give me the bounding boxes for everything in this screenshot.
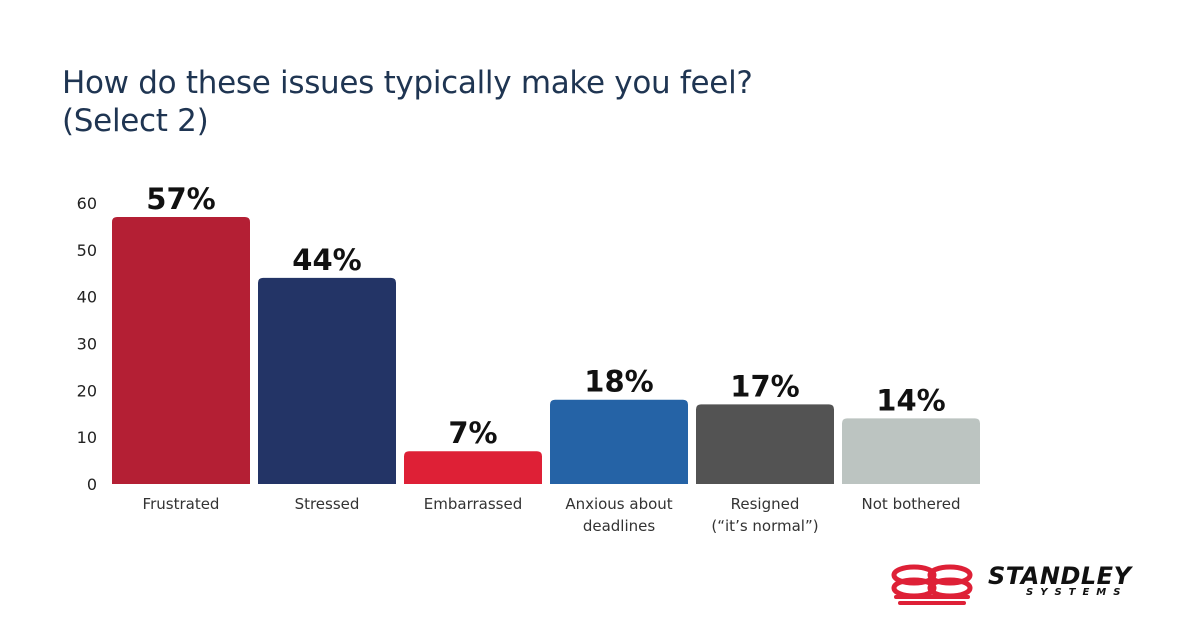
bar [404,451,542,484]
standley-logo-mark-icon [891,564,973,605]
chart-title-line-1: How do these issues typically make you f… [62,65,753,101]
data-label: 18% [584,365,653,399]
data-label: 17% [730,369,799,403]
x-tick-label: Resigned (“it’s normal”) [711,495,818,535]
data-label: 7% [448,416,497,450]
y-tick-label: 20 [77,381,97,400]
x-tick-label: Stressed [295,495,360,513]
x-tick-label: Frustrated [143,495,220,513]
x-tick-label: Embarrassed [424,495,522,513]
bar [842,418,980,484]
logo-wordmark: STANDLEY [988,562,1132,590]
x-tick-label: Anxious about deadlines [565,495,672,535]
y-tick-label: 50 [77,241,97,260]
data-label: 14% [876,383,945,417]
y-tick-label: 0 [87,475,97,494]
y-tick-label: 60 [77,194,97,213]
bar [696,404,834,484]
x-tick-label: Not bothered [862,495,961,513]
bar [550,399,688,484]
chart-title-line-2: (Select 2) [62,103,209,139]
bar [112,217,250,485]
chart-title: How do these issues typically make you f… [62,64,962,140]
y-tick-label: 40 [77,288,97,307]
y-tick-label: 10 [77,428,97,447]
data-label: 57% [146,182,215,216]
data-label: 44% [292,243,361,277]
bar [258,277,396,484]
standley-systems-logo: STANDLEY SYSTEMS [888,562,1168,608]
logo-subtext: SYSTEMS [1026,587,1128,598]
y-tick-label: 30 [77,335,97,354]
